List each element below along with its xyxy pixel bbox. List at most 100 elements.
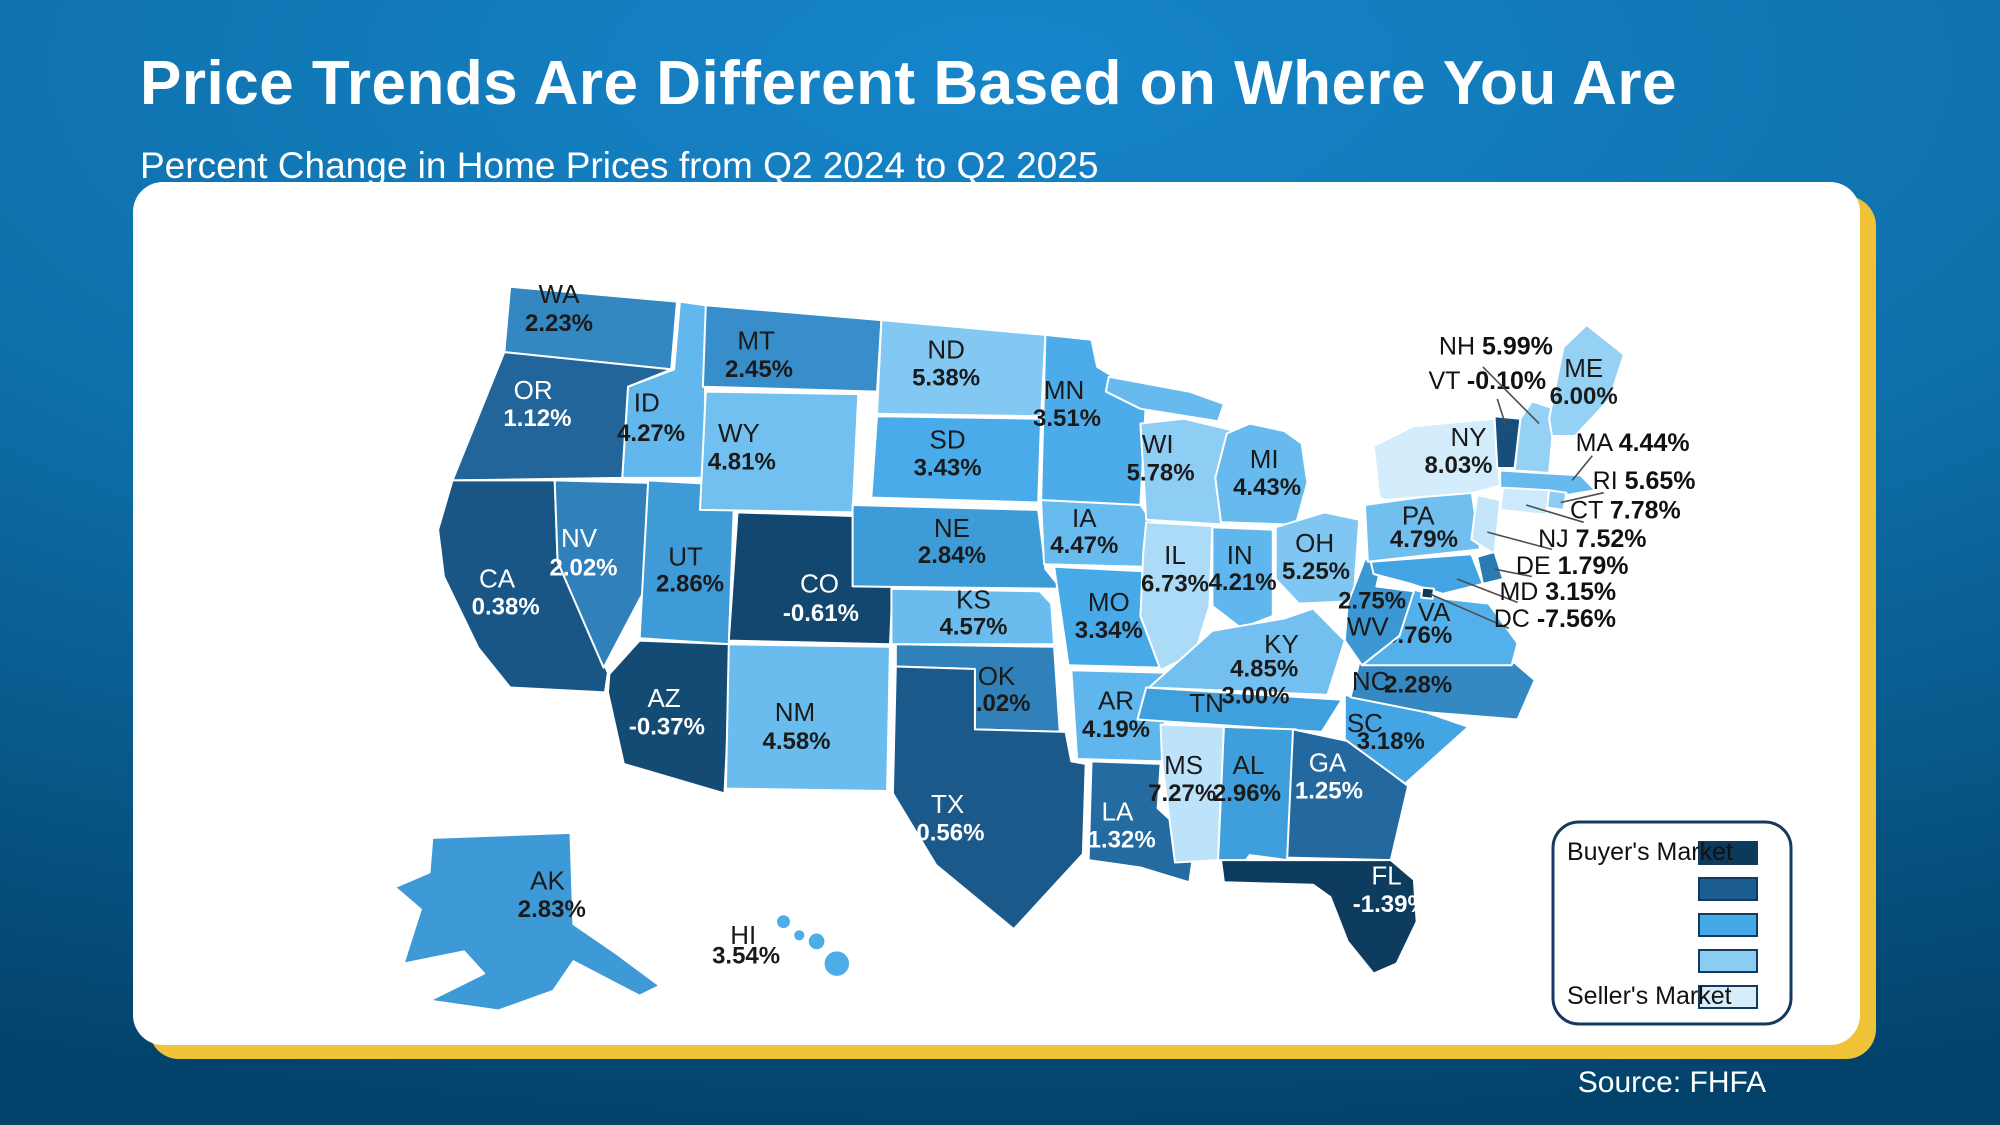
callout-label-RI: RI 5.65% [1593,467,1696,495]
state-MN: MN3.51% [1033,333,1148,506]
state-shape-TX [891,665,1087,931]
callout-line-NH [1482,366,1540,425]
state-WV: WV2.75% [1338,558,1415,667]
state-abbr-PA: PA [1402,501,1435,531]
state-abbr-ID: ID [634,387,660,417]
state-NE: NE2.84% [851,504,1063,590]
state-abbr-VA: VA [1418,597,1451,627]
state-shape-FL [1220,859,1418,975]
callout-line-MD [1456,578,1518,604]
state-abbr-TN: TN [1189,688,1224,718]
state-value-AK: 2.83% [518,896,586,923]
state-value-IA: 4.47% [1050,532,1118,559]
state-value-SD: 3.43% [914,454,982,481]
state-AL: AL2.96% [1213,725,1297,864]
state-shape-CT [1499,486,1551,516]
callout-label-CT: CT 7.78% [1570,497,1681,525]
callout-line-DE [1494,568,1533,578]
state-abbr-NE: NE [934,513,970,543]
state-abbr-KS: KS [956,585,991,615]
state-shape-KS [890,587,1056,646]
state-shape-HI [807,932,826,951]
callout-line-RI [1560,491,1604,504]
state-value-ME: 6.00% [1550,383,1618,410]
callout-line-NJ [1487,531,1553,551]
state-abbr-HI: HI [730,920,756,950]
state-abbr-NV: NV [561,523,598,553]
state-value-MN: 3.51% [1033,405,1101,432]
state-abbr-MT: MT [737,326,775,356]
state-abbr-OK: OK [978,661,1016,691]
state-value-FL: -1.39% [1353,891,1429,918]
state-value-UT: 2.86% [656,570,724,597]
state-MS: MS7.27% [1148,723,1225,864]
state-shape-KY [1148,607,1346,696]
state-NV: NV2.02% [549,479,650,669]
state-KS: KS4.57% [890,585,1056,646]
state-shape-HI [823,949,851,978]
state-abbr-AZ: AZ [647,683,680,713]
state-IN: IN4.21% [1209,526,1277,630]
legend-buyers-label: Buyer's Market [1567,838,1733,866]
state-value-NV: 2.02% [549,554,617,581]
state-abbr-NC: NC [1352,666,1390,696]
state-value-NE: 2.84% [918,542,986,569]
state-RI: RI 5.65% [1545,467,1696,511]
state-ND: ND5.38% [876,319,1047,418]
state-value-MI: 4.43% [1233,474,1301,501]
state-shape-MI [1214,422,1309,526]
state-abbr-GA: GA [1309,747,1347,777]
state-IL: IL6.73% [1139,521,1214,672]
state-KY: KY4.85% [1148,607,1346,696]
state-ME: ME6.00% [1548,324,1625,437]
state-value-CA: 0.38% [472,594,540,621]
state-MT: MT2.45% [701,304,883,393]
state-abbr-WY: WY [718,418,760,448]
state-shape-NV [553,479,650,669]
state-abbr-OR: OR [514,375,553,405]
state-shape-NH [1513,400,1556,474]
state-shape-DC [1420,586,1435,600]
state-abbr-TX: TX [931,789,964,819]
callout-label-NJ: NJ 7.52% [1538,525,1646,553]
state-abbr-NY: NY [1450,422,1486,452]
state-WI: WI5.78% [1127,417,1237,526]
state-shape-MT [701,304,883,393]
state-abbr-WA: WA [539,279,581,309]
state-ID: ID 4.27% [617,300,707,479]
state-value-OH: 5.25% [1282,558,1350,585]
state-shape-NC [1349,661,1536,721]
state-value-AZ: -0.37% [629,713,705,740]
state-shape-SD [870,415,1043,504]
state-value-LA: 1.32% [1088,827,1156,854]
state-abbr-AL: AL [1232,750,1264,780]
state-NH: NH 5.99% [1439,333,1556,474]
state-abbr-MO: MO [1088,587,1130,617]
state-OK: OK2.02% [894,643,1061,733]
state-value-IN: 4.21% [1209,569,1277,596]
state-shape-ND [876,319,1047,418]
state-value-NM: 4.58% [762,728,830,755]
state-abbr-UT: UT [668,541,703,571]
state-value-ND: 5.38% [912,364,980,391]
state-GA: GA1.25% [1286,728,1410,862]
state-abbr-IN: IN [1227,540,1253,570]
state-PA: PA4.79% [1363,489,1482,563]
state-NY: NY8.03% [1372,417,1502,502]
state-shape-MD [1369,553,1484,595]
page-title: Price Trends Are Different Based on Wher… [140,49,1678,118]
state-value-IL: 6.73% [1141,570,1209,597]
state-abbr-MN: MN [1044,375,1084,405]
state-WY: WY4.81% [699,390,860,514]
callout-label-MA: MA 4.44% [1576,429,1690,457]
state-abbr-CO: CO [800,569,839,599]
state-value-MS: 7.27% [1148,780,1216,807]
state-shape-TN [1136,686,1343,733]
callout-label-DE: DE 1.79% [1516,552,1629,580]
state-FL: FL-1.39% [1220,859,1429,975]
callout-line-DC [1429,593,1510,630]
state-abbr-OH: OH [1295,528,1334,558]
legend-swatch-3 [1698,913,1758,937]
page-subtitle: Percent Change in Home Prices from Q2 20… [140,145,1099,186]
state-LA: LA1.32% [1087,760,1197,884]
